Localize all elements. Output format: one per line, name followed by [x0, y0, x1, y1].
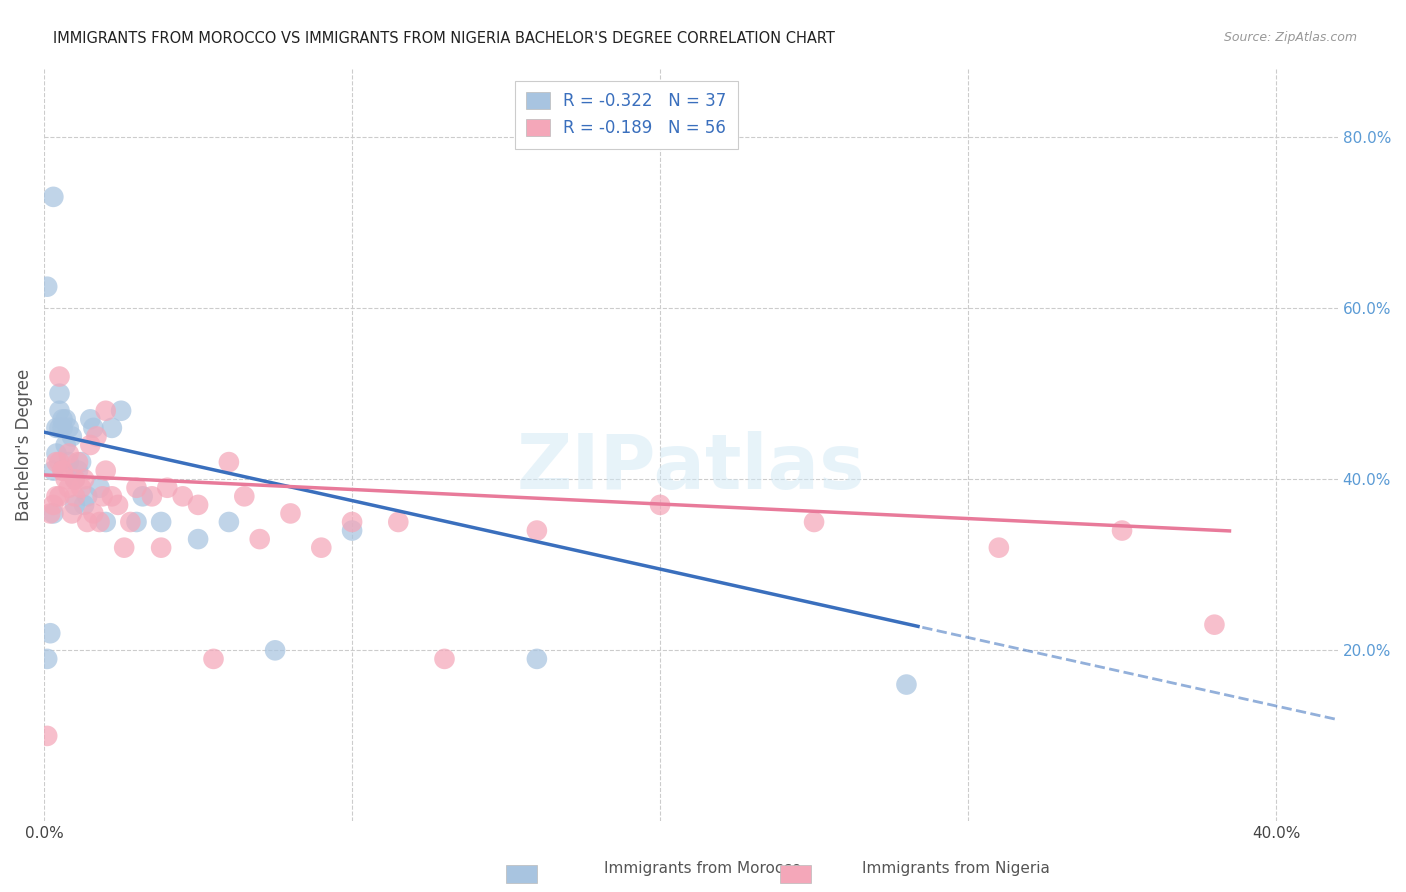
Point: [48, 489, 70, 503]
Text: Immigrants from Morocco: Immigrants from Morocco: [605, 861, 801, 876]
Point: [58, 481, 80, 495]
Point: [48, 421, 70, 435]
Point: [66, 464, 89, 478]
Point: [45, 446, 67, 460]
Point: [150, 541, 173, 555]
Point: [125, 481, 148, 495]
Point: [526, 524, 548, 538]
Point: [648, 498, 671, 512]
Point: [37, 652, 59, 666]
Point: [45, 455, 67, 469]
Point: [42, 498, 65, 512]
Point: [55, 438, 77, 452]
Point: [125, 515, 148, 529]
Point: [82, 507, 104, 521]
Point: [172, 489, 194, 503]
Point: [63, 472, 86, 486]
Point: [340, 524, 363, 538]
Point: [110, 403, 132, 417]
Point: [340, 515, 363, 529]
Point: [120, 515, 142, 529]
Point: [311, 541, 333, 555]
Point: [987, 541, 1010, 555]
Point: [187, 498, 209, 512]
Point: [37, 729, 59, 743]
Point: [42, 464, 65, 478]
Point: [82, 421, 104, 435]
Point: [60, 507, 83, 521]
Point: [202, 652, 225, 666]
Point: [387, 515, 409, 529]
Point: [433, 652, 456, 666]
Point: [58, 446, 80, 460]
Point: [91, 489, 114, 503]
Point: [48, 369, 70, 384]
Point: [48, 386, 70, 401]
Point: [101, 421, 124, 435]
Point: [55, 472, 77, 486]
Point: [218, 515, 240, 529]
Point: [233, 489, 256, 503]
Point: [63, 489, 86, 503]
Point: [52, 412, 75, 426]
Point: [73, 472, 96, 486]
Point: [526, 652, 548, 666]
Point: [264, 643, 287, 657]
Point: [58, 455, 80, 469]
Point: [48, 403, 70, 417]
Point: [66, 455, 89, 469]
Point: [52, 464, 75, 478]
Point: [896, 677, 918, 691]
Point: [1111, 524, 1133, 538]
Legend: R = -0.322   N = 37, R = -0.189   N = 56: R = -0.322 N = 37, R = -0.189 N = 56: [515, 80, 738, 149]
Point: [101, 489, 124, 503]
Text: Source: ZipAtlas.com: Source: ZipAtlas.com: [1223, 31, 1357, 45]
Point: [1204, 617, 1226, 632]
Point: [280, 507, 302, 521]
Point: [94, 403, 117, 417]
Point: [70, 455, 93, 469]
Point: [55, 412, 77, 426]
Point: [156, 481, 179, 495]
Point: [60, 429, 83, 443]
Point: [52, 464, 75, 478]
Point: [150, 515, 173, 529]
Point: [73, 498, 96, 512]
Point: [112, 541, 135, 555]
Point: [79, 438, 101, 452]
Point: [58, 421, 80, 435]
Point: [52, 421, 75, 435]
Text: IMMIGRANTS FROM MOROCCO VS IMMIGRANTS FROM NIGERIA BACHELOR'S DEGREE CORRELATION: IMMIGRANTS FROM MOROCCO VS IMMIGRANTS FR…: [53, 31, 835, 46]
Point: [42, 507, 65, 521]
Point: [131, 489, 153, 503]
Point: [37, 279, 59, 293]
Point: [86, 429, 108, 443]
Point: [39, 507, 62, 521]
Point: [76, 489, 98, 503]
Point: [141, 489, 163, 503]
Point: [48, 455, 70, 469]
Point: [45, 421, 67, 435]
Point: [89, 481, 111, 495]
Point: [187, 532, 209, 546]
Point: [803, 515, 825, 529]
Point: [218, 455, 240, 469]
Point: [94, 464, 117, 478]
Text: ZIPatlas: ZIPatlas: [516, 431, 865, 505]
Point: [63, 498, 86, 512]
Point: [107, 498, 129, 512]
Point: [42, 190, 65, 204]
Point: [94, 515, 117, 529]
Point: [45, 489, 67, 503]
Point: [249, 532, 271, 546]
Text: Immigrants from Nigeria: Immigrants from Nigeria: [862, 861, 1050, 876]
Point: [39, 626, 62, 640]
Point: [89, 515, 111, 529]
Point: [79, 412, 101, 426]
Point: [63, 472, 86, 486]
Point: [70, 481, 93, 495]
Y-axis label: Bachelor's Degree: Bachelor's Degree: [15, 369, 32, 521]
Point: [76, 515, 98, 529]
